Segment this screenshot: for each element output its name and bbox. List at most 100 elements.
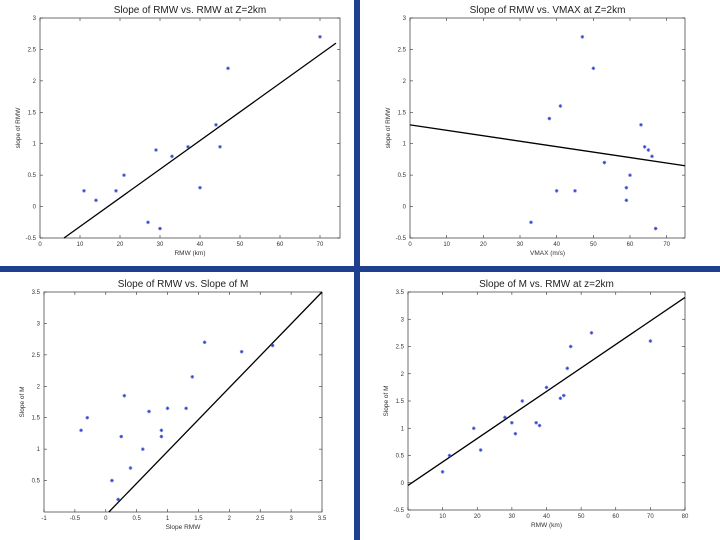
data-point-stroke-d2 — [116, 497, 120, 501]
x-tick-label: 40 — [553, 242, 560, 248]
y-tick-label: 2 — [33, 79, 37, 85]
data-point-stroke-d2 — [529, 220, 533, 224]
x-tick-label: 1.5 — [194, 516, 203, 522]
y-tick-label: 1.5 — [28, 110, 37, 116]
x-tick-label: 1 — [166, 516, 170, 522]
y-tick-label: 0 — [401, 481, 405, 487]
data-point-stroke-d2 — [110, 479, 114, 483]
data-point-stroke-d2 — [79, 428, 83, 432]
x-tick-label: 70 — [317, 242, 324, 248]
data-point-stroke-d2 — [122, 394, 126, 398]
data-point-stroke-d2 — [580, 35, 584, 39]
data-point-stroke-d2 — [639, 123, 643, 127]
x-tick-label: 20 — [474, 514, 481, 520]
data-point-stroke-d2 — [128, 466, 133, 470]
data-point — [520, 399, 525, 403]
data-point-stroke-d2 — [624, 186, 628, 190]
data-point-stroke-d2 — [513, 432, 517, 436]
data-point — [503, 415, 507, 420]
data-point — [562, 393, 566, 398]
data-point — [650, 154, 654, 159]
data-point-stroke-d2 — [170, 154, 174, 158]
y-axis-label: slope of RMW — [15, 107, 22, 149]
x-tick-label: -1 — [41, 516, 47, 522]
data-point-stroke-d2 — [184, 406, 188, 410]
data-point-stroke-d2 — [520, 399, 524, 403]
data-point-stroke-d2 — [203, 340, 207, 344]
data-point-stroke-d2 — [646, 148, 650, 152]
y-tick-label: 3 — [37, 321, 41, 327]
x-axis-label: RMW (km) — [174, 250, 205, 257]
data-point-stroke-d2 — [628, 173, 632, 177]
x-tick-label: 20 — [117, 242, 124, 248]
y-tick-label: 0.5 — [32, 479, 41, 485]
y-tick-label: 0.5 — [28, 173, 37, 179]
data-point-stroke-d2 — [538, 424, 542, 428]
data-point-stroke-d2 — [510, 421, 514, 425]
data-point — [184, 406, 188, 411]
x-tick-label: 50 — [237, 242, 244, 248]
plot-area-frame — [43, 291, 323, 513]
y-tick-label: 2 — [37, 384, 41, 390]
x-axis-label: RMW (km) — [531, 522, 562, 529]
regression-line — [108, 291, 323, 513]
data-point — [624, 185, 629, 190]
x-tick-label: 60 — [277, 242, 284, 248]
data-point — [547, 116, 552, 121]
data-point-stroke-d2 — [147, 409, 151, 413]
chart-title: Slope of RMW vs. VMAX at Z=2km — [470, 5, 626, 16]
y-axis-label: Slope of M — [383, 385, 390, 416]
data-point-stroke-d2 — [82, 189, 86, 193]
data-point — [159, 434, 164, 439]
y-tick-label: 2.5 — [32, 353, 41, 359]
data-point — [198, 185, 202, 190]
x-tick-label: 10 — [439, 514, 446, 520]
data-point-stroke-d2 — [214, 123, 218, 127]
data-point — [218, 145, 222, 149]
data-point — [202, 340, 207, 345]
data-point — [159, 428, 164, 433]
data-point-stroke-d2 — [166, 406, 170, 410]
y-tick-label: 1.5 — [32, 416, 41, 422]
data-point — [642, 145, 647, 149]
y-tick-label: 1.5 — [398, 110, 407, 116]
data-point-stroke-d2 — [573, 189, 577, 193]
data-point — [554, 189, 559, 193]
data-point-stroke-d2 — [441, 470, 445, 474]
regression-line — [63, 42, 337, 239]
data-point — [110, 478, 114, 483]
data-point — [513, 431, 518, 436]
y-tick-label: -0.5 — [396, 236, 407, 242]
data-point — [239, 349, 244, 354]
data-point — [628, 173, 632, 177]
x-tick-label: -0.5 — [70, 516, 81, 522]
y-tick-label: 2 — [403, 79, 407, 85]
data-point — [214, 123, 218, 127]
data-point-stroke-d2 — [569, 344, 573, 349]
regression-line — [409, 124, 686, 167]
data-point-stroke-d2 — [198, 186, 202, 190]
data-point — [602, 160, 607, 165]
data-point-stroke-d2 — [602, 161, 606, 165]
data-point — [186, 145, 190, 149]
data-point — [122, 393, 127, 398]
x-tick-label: 30 — [157, 242, 164, 248]
y-tick-label: 3 — [33, 16, 37, 22]
x-tick-label: 10 — [443, 242, 450, 248]
data-point — [544, 385, 549, 390]
chart-panel-rmw-slope-vs-m-slope: Slope of RMW vs. Slope of M -1 -0.5 0 0.5 1 1.… — [19, 279, 327, 531]
data-point-stroke-d2 — [558, 396, 562, 400]
y-axis-label: slope of RMW — [385, 107, 392, 149]
data-point — [624, 198, 629, 203]
data-point-stroke-d2 — [624, 198, 628, 202]
x-tick-label: 2.5 — [256, 516, 265, 522]
data-point — [226, 66, 230, 71]
chart-title: Slope of RMW vs. Slope of M — [118, 279, 249, 290]
y-tick-label: 1 — [37, 447, 41, 453]
y-tick-label: -0.5 — [394, 508, 405, 514]
plot-area-frame — [407, 291, 686, 511]
data-point — [537, 423, 542, 428]
data-point — [573, 189, 577, 193]
data-point — [114, 189, 118, 193]
x-tick-label: 30 — [509, 514, 516, 520]
